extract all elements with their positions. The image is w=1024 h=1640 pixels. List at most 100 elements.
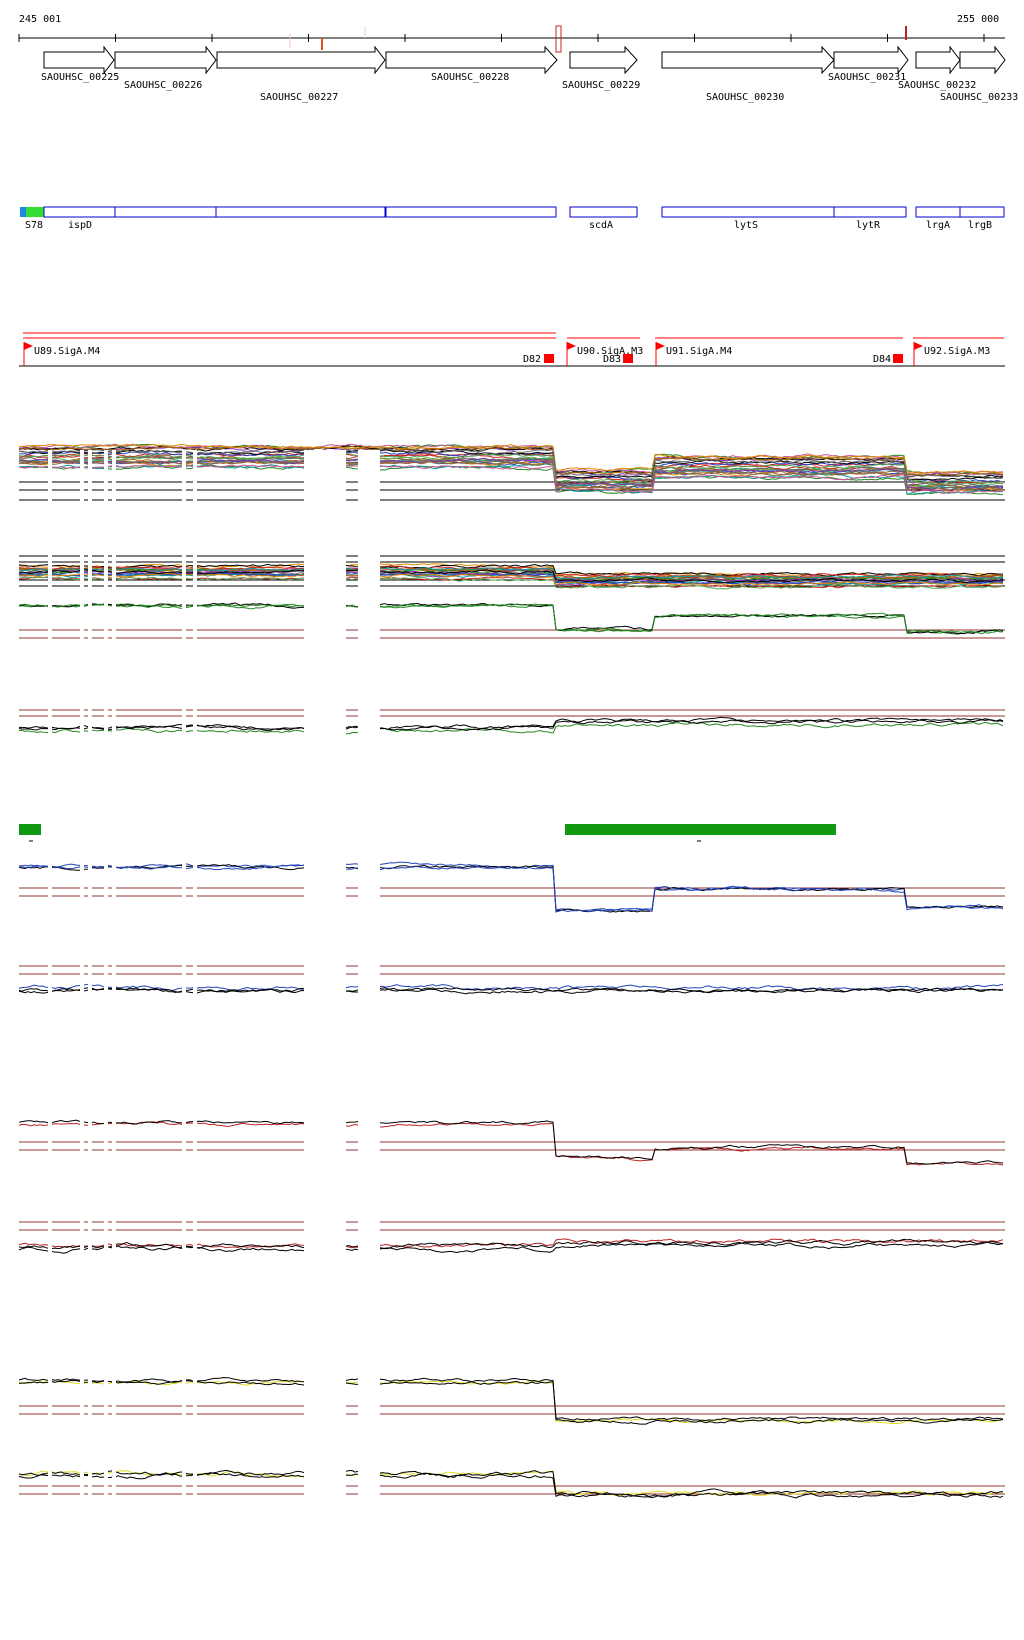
promoter-label: U90.SigA.M3 xyxy=(577,346,643,357)
ruler-start-label: 245 001 xyxy=(19,14,61,25)
missing-data-gap xyxy=(182,700,186,750)
missing-data-gap xyxy=(104,960,108,1010)
series-line xyxy=(18,603,1004,635)
gene-label: SAOUHSC_00231 xyxy=(828,72,906,83)
missing-data-gap xyxy=(104,850,108,910)
missing-data-gap xyxy=(112,620,116,650)
gene-arrow-icon[interactable] xyxy=(385,45,558,75)
annotation-label: S78 xyxy=(25,220,43,231)
annotation-label: ispD xyxy=(68,220,92,231)
missing-data-gap xyxy=(48,1110,52,1160)
missing-data-gap xyxy=(304,1110,346,1160)
expression-tracks xyxy=(18,443,1005,1499)
missing-data-gap xyxy=(48,1370,52,1420)
promoter-track: U89.SigA.M4 U90.SigA.M3 U91.SigA.M4 U92.… xyxy=(19,332,1005,367)
missing-data-gap xyxy=(104,1110,108,1160)
missing-data-gap xyxy=(80,620,84,650)
missing-data-gap xyxy=(88,1370,92,1420)
missing-data-gap xyxy=(80,850,84,910)
missing-data-gap xyxy=(48,1465,52,1505)
green-track-2 xyxy=(18,716,1004,735)
segment-bar[interactable] xyxy=(19,824,41,835)
promoter-flag-icon[interactable] xyxy=(655,342,665,366)
missing-data-gap xyxy=(112,700,116,750)
missing-data-gap xyxy=(104,700,108,750)
gene-arrow-icon[interactable] xyxy=(661,45,835,75)
annotation-label: lytR xyxy=(856,220,881,231)
missing-data-gap xyxy=(304,960,346,1010)
promoter-label: U91.SigA.M4 xyxy=(666,346,732,357)
missing-data-gap xyxy=(80,960,84,1010)
blue-track-1 xyxy=(18,861,1004,913)
series-line xyxy=(18,718,1004,732)
missing-data-gap xyxy=(88,700,92,750)
terminator-block-icon[interactable] xyxy=(893,354,903,363)
gene-label: SAOUHSC_00233 xyxy=(940,92,1018,103)
missing-data-gap xyxy=(112,850,116,910)
missing-data-gap xyxy=(193,960,197,1010)
missing-data-gap xyxy=(80,450,84,505)
gene-arrow-icon[interactable] xyxy=(114,45,217,75)
missing-data-gap xyxy=(104,450,108,505)
missing-data-gap xyxy=(304,700,346,750)
annotation-label: lrgA xyxy=(926,220,950,231)
red-track-1 xyxy=(18,1119,1004,1166)
series-line xyxy=(18,443,1004,474)
gene-arrow-icon[interactable] xyxy=(216,45,386,75)
missing-data-gap xyxy=(182,1370,186,1420)
missing-data-gap xyxy=(88,1210,92,1265)
missing-data-gap xyxy=(88,960,92,1010)
missing-data-gap xyxy=(182,450,186,505)
missing-data-gap xyxy=(112,548,116,610)
gene-arrow-icon[interactable] xyxy=(833,45,909,75)
annotation-track: S78 ispD scdA lytS lytR lrgA lrgB xyxy=(20,206,1005,231)
missing-data-gap xyxy=(104,1465,108,1505)
gene-label: SAOUHSC_00225 xyxy=(41,72,119,83)
missing-data-gap xyxy=(182,850,186,910)
annotation-label: lytS xyxy=(734,220,758,231)
gene-label: SAOUHSC_00228 xyxy=(431,72,509,83)
missing-data-gap xyxy=(358,1210,380,1265)
missing-data-gap xyxy=(80,1465,84,1505)
missing-data-gap xyxy=(88,1465,92,1505)
promoter-flag-icon[interactable] xyxy=(913,342,923,366)
missing-data-gap xyxy=(48,620,52,650)
missing-data-gap xyxy=(182,960,186,1010)
terminator-block-icon[interactable] xyxy=(623,354,633,363)
gene-label: SAOUHSC_00227 xyxy=(260,92,338,103)
missing-data-gap xyxy=(358,548,380,610)
gene-arrow-icon[interactable] xyxy=(959,45,1006,75)
gene-arrow-icon[interactable] xyxy=(915,45,961,75)
missing-data-gap xyxy=(358,450,380,505)
missing-data-gap xyxy=(358,1370,380,1420)
gene-label: SAOUHSC_00229 xyxy=(562,80,640,91)
promoter-flag-icon[interactable] xyxy=(23,342,33,366)
terminator-label: D83 xyxy=(603,354,621,365)
ruler-ticks xyxy=(18,34,985,42)
missing-data-gap xyxy=(358,960,380,1010)
ruler-end-label: 255 000 xyxy=(957,14,999,25)
gene-label: SAOUHSC_00226 xyxy=(124,80,202,91)
red-track-2 xyxy=(18,1238,1004,1254)
missing-data-gap xyxy=(304,850,346,910)
missing-data-gap xyxy=(112,1370,116,1420)
terminator-block-icon[interactable] xyxy=(544,354,554,363)
annotation-label: lrgB xyxy=(968,220,992,231)
series-line xyxy=(18,1238,1004,1249)
missing-data-gap xyxy=(104,1210,108,1265)
missing-data-gap xyxy=(358,850,380,910)
series-line xyxy=(18,1380,1004,1425)
gene-arrow-icon[interactable] xyxy=(43,45,115,75)
missing-data-gap xyxy=(88,850,92,910)
missing-data-gap xyxy=(193,850,197,910)
segment-bar[interactable] xyxy=(565,824,836,835)
segment-track xyxy=(19,824,836,842)
missing-data-gap xyxy=(358,700,380,750)
missing-data-gap xyxy=(304,548,346,610)
missing-data-gap xyxy=(88,1110,92,1160)
gene-arrow-icon[interactable] xyxy=(569,45,638,75)
series-line xyxy=(19,716,1004,731)
missing-data-gap xyxy=(304,620,346,650)
promoter-flag-icon[interactable] xyxy=(566,342,576,366)
